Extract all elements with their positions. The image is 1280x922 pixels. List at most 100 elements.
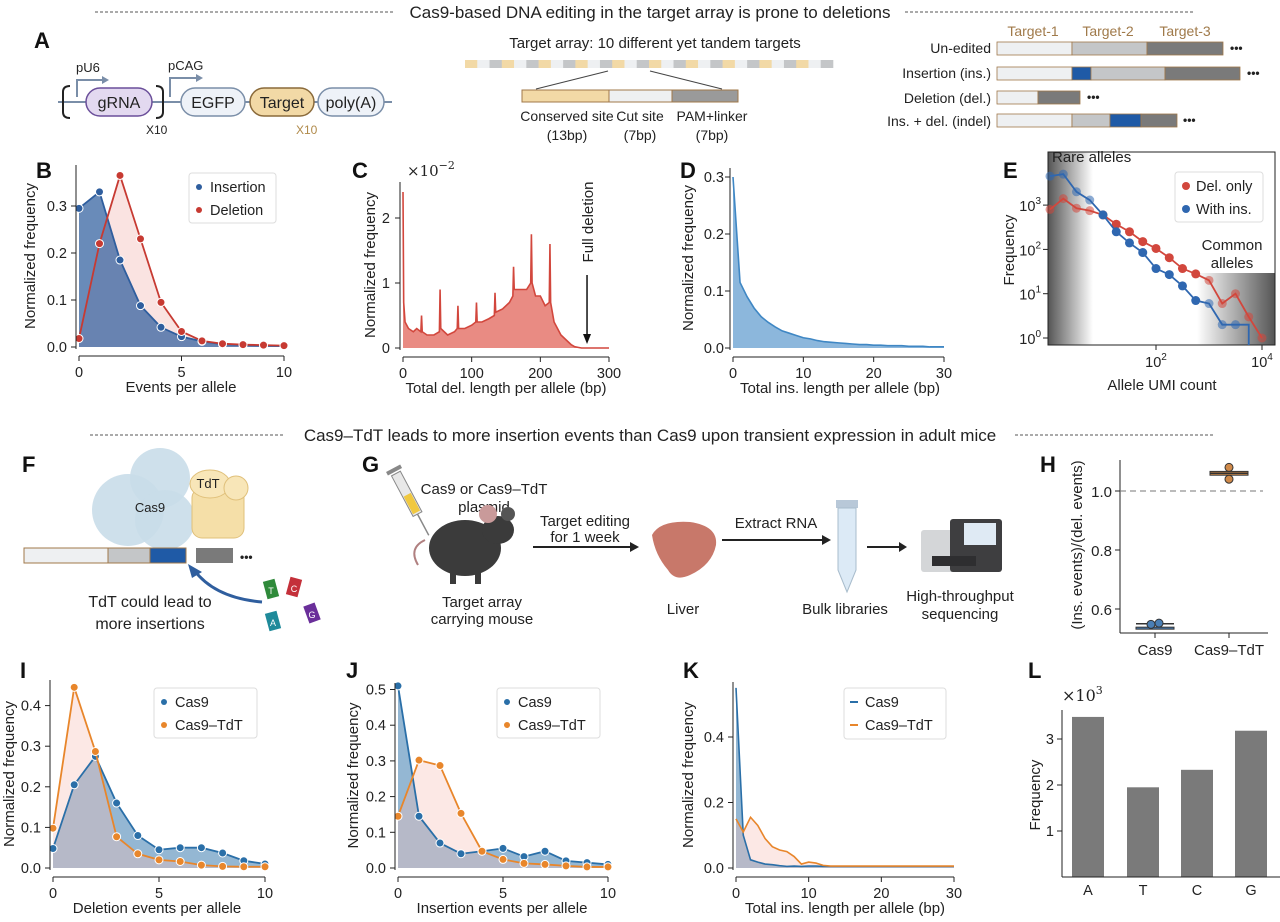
legend-box	[188, 172, 277, 224]
data-point	[69, 780, 79, 790]
data-point	[1146, 619, 1156, 629]
polya-label: poly(A)	[326, 95, 377, 112]
common-alleles-region	[1197, 273, 1275, 345]
x-tick-label: 30	[946, 886, 962, 902]
legend-label: Cas9–TdT	[175, 718, 243, 734]
liver-icon	[652, 521, 717, 578]
liver-label: Liver	[667, 601, 700, 618]
y-tick-label: 0.2	[47, 246, 67, 262]
cut-site-size: (7bp)	[624, 127, 657, 143]
panel-g-workflow: Cas9 or Cas9–TdT plasmid Target array ca…	[386, 464, 1015, 628]
nucleotide-t-label: T	[268, 586, 274, 596]
target-element	[249, 87, 315, 117]
array-segment	[698, 60, 711, 68]
data-point	[1071, 187, 1081, 197]
legend-label: Cas9–TdT	[865, 718, 933, 734]
target-segment-3	[196, 548, 233, 563]
panel-label-h: H	[1040, 452, 1056, 477]
data-point	[69, 682, 79, 692]
cut-site-segment	[608, 89, 673, 103]
x-tick-label: T	[1139, 883, 1148, 899]
section-1-title: Cas9-based DNA editing in the target arr…	[410, 3, 891, 22]
x-tick-label: C	[1192, 883, 1202, 899]
area-fill	[79, 191, 284, 347]
data-point	[540, 859, 550, 869]
x-tick-label: 10	[795, 366, 811, 382]
x-tick-label: 104	[1251, 352, 1273, 371]
arrowhead-icon	[899, 542, 907, 552]
array-segment	[747, 60, 760, 68]
x-axis-label: Insertion events per allele	[417, 900, 588, 917]
data-point	[1230, 320, 1240, 330]
x-tick-label: Cas9–TdT	[1194, 642, 1264, 659]
y-tick-label: 103	[1019, 196, 1041, 215]
array-segment	[465, 60, 478, 68]
y-tick-label: 0.0	[704, 861, 724, 877]
x-tick-label: 102	[1145, 352, 1167, 371]
panel-label-f: F	[22, 452, 35, 477]
panel-label-j: J	[346, 658, 358, 683]
array-segment	[771, 60, 785, 68]
nucleotide-c-label: C	[291, 584, 298, 594]
target-repeat-label: X10	[296, 123, 318, 137]
libraries-label: Bulk libraries	[802, 601, 888, 618]
data-point	[196, 860, 206, 870]
nucleotide-a-label: A	[270, 618, 276, 628]
series-line	[732, 176, 944, 348]
polya-element	[317, 87, 385, 117]
cas9-protein-icon	[92, 448, 195, 550]
data-point	[1177, 264, 1187, 274]
target-2-label: Target-2	[1082, 23, 1134, 39]
data-point	[238, 340, 248, 350]
row-label-unedited: Un-edited	[930, 40, 991, 56]
y-tick-label: 0.2	[21, 780, 41, 796]
data-point	[115, 170, 125, 180]
ellipsis: •••	[1183, 113, 1196, 127]
sequencing-label-line1: High-throughput	[906, 588, 1014, 605]
ellipsis: •••	[1230, 41, 1243, 55]
legend-marker	[504, 699, 510, 705]
array-segment	[722, 60, 736, 68]
data-point	[582, 862, 592, 872]
x-tick-label: 0	[729, 366, 737, 382]
x-tick-label: 5	[155, 886, 163, 902]
data-point	[1164, 253, 1174, 263]
data-point	[1058, 194, 1068, 204]
target-1-label: Target-1	[1007, 23, 1059, 39]
data-point	[540, 846, 550, 856]
promoter-arrow-icon	[76, 79, 102, 97]
data-point	[1085, 195, 1095, 205]
outcome-segment	[1146, 41, 1224, 56]
x-tick-label: 5	[499, 886, 507, 902]
data-point	[1244, 312, 1254, 322]
target-segment-1	[23, 547, 109, 564]
x-tick-label: Cas9	[1137, 642, 1172, 659]
data-point	[1217, 299, 1227, 309]
y-tick-label: 0	[382, 341, 390, 357]
syringe-icon	[386, 464, 430, 536]
y-tick-label: 0.3	[21, 739, 41, 755]
x-tick-label: A	[1083, 883, 1093, 899]
x-axis-label: Total ins. length per allele (bp)	[745, 900, 945, 917]
data-point	[177, 326, 186, 336]
zoom-line-left	[535, 70, 609, 90]
mouse-label-line2: carrying mouse	[431, 611, 534, 628]
x-tick-label: 0	[75, 365, 83, 381]
array-segment	[624, 60, 638, 68]
y-tick-label: 0.4	[704, 730, 724, 746]
data-point	[48, 823, 58, 833]
data-point	[112, 832, 122, 842]
data-point	[156, 322, 166, 332]
data-point	[1138, 248, 1148, 258]
data-point	[279, 341, 289, 351]
data-point	[95, 187, 104, 197]
x-axis-label: Events per allele	[126, 379, 237, 396]
legend-label: With ins.	[1196, 202, 1252, 218]
array-segment	[587, 60, 601, 68]
array-segment	[563, 60, 576, 68]
legend-marker	[1182, 182, 1190, 190]
bar	[1127, 787, 1159, 877]
panel-label-a: A	[34, 28, 50, 53]
